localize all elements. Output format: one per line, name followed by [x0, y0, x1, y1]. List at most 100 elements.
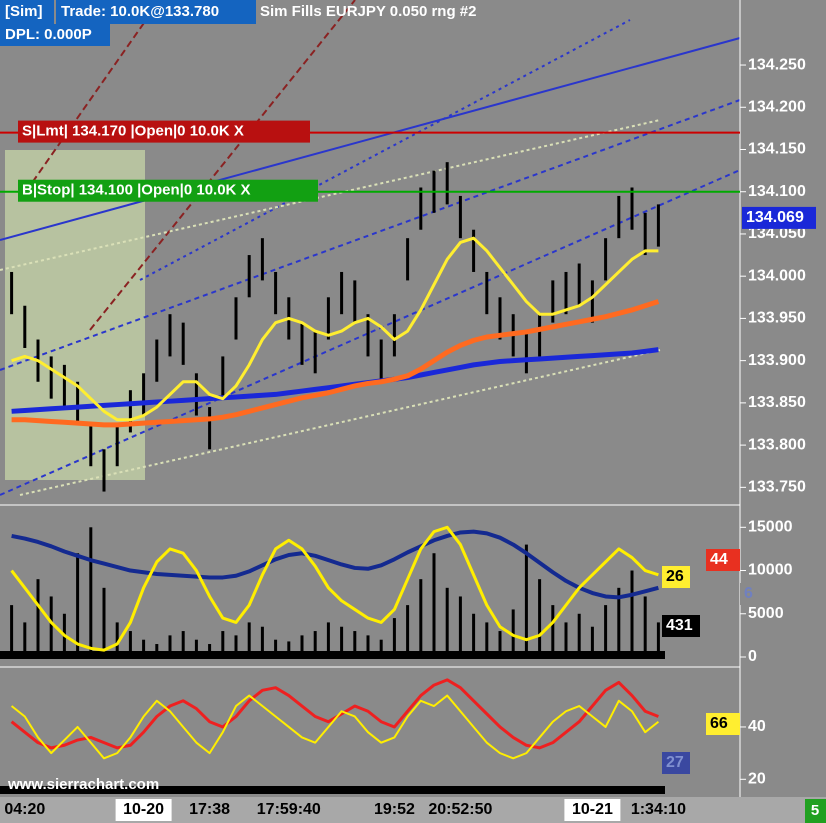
y-tick-label: 5000	[748, 605, 784, 622]
volume-bar	[656, 622, 660, 657]
volume-bar	[379, 639, 383, 657]
volume-bar	[485, 622, 489, 657]
value-tag-label: 26	[666, 568, 684, 585]
volume-bar	[643, 596, 647, 657]
dpl-label: DPL: 0.000P	[5, 26, 92, 43]
channel-line	[0, 37, 741, 241]
volume-bar	[551, 605, 555, 657]
range-bar	[630, 187, 634, 230]
range-bar	[115, 423, 119, 467]
indicator-line	[11, 299, 660, 428]
volume-bar	[432, 553, 436, 657]
range-bar	[406, 238, 410, 281]
range-bar	[89, 423, 93, 467]
range-bar	[551, 280, 555, 323]
range-bar	[194, 373, 198, 416]
y-tick-label: 134.150	[748, 141, 806, 158]
range-bar	[524, 331, 528, 374]
x-tick-label: 19:52	[374, 801, 415, 818]
range-bar	[577, 263, 581, 306]
value-tag	[706, 713, 740, 735]
y-tick-label: 134.100	[748, 183, 806, 200]
y-tick-label: 133.800	[748, 436, 806, 453]
band-line	[0, 119, 661, 271]
volume-bar	[89, 527, 93, 657]
indicator-line	[10, 694, 660, 760]
volume-bar	[340, 626, 344, 657]
indicator-line	[11, 236, 659, 422]
range-bar	[181, 322, 185, 365]
value-tag	[706, 549, 740, 571]
trade-box	[56, 0, 256, 24]
volume-bar	[392, 618, 396, 657]
volume-bar	[234, 635, 238, 657]
last-price-label: 134.069	[746, 209, 804, 226]
volume-bar	[326, 622, 330, 657]
volume-bar	[353, 631, 357, 657]
date-box	[564, 799, 621, 821]
range-bar	[247, 255, 251, 298]
trend-line	[89, 0, 356, 331]
range-bar	[604, 238, 608, 281]
range-bar	[353, 280, 357, 323]
value-tag-label: 27	[666, 754, 684, 771]
range-bar	[366, 314, 370, 357]
range-bar	[208, 407, 212, 450]
volume-bar	[36, 579, 40, 657]
range-bar	[340, 271, 344, 315]
status-strip	[0, 786, 665, 794]
volume-bar	[128, 631, 132, 657]
trend-line	[19, 0, 161, 201]
volume-bar	[590, 626, 594, 657]
y-tick-label: 0	[748, 648, 757, 665]
range-bar	[62, 364, 66, 408]
order-label: B|Stop| 134.100 |Open|0 10.0K X	[22, 182, 251, 199]
value-tag-label: 431	[666, 617, 693, 634]
range-bar	[617, 195, 621, 239]
range-bar	[49, 356, 53, 399]
volume-bar	[23, 622, 27, 657]
range-bar	[142, 373, 146, 416]
volume-bar	[208, 644, 212, 657]
range-bar	[23, 305, 27, 348]
indicator-line	[11, 347, 659, 414]
value-tag	[662, 566, 690, 588]
range-bar	[538, 314, 542, 357]
order-label: S|Lmt| 134.170 |Open|0 10.0K X	[22, 123, 244, 140]
range-bar	[155, 339, 159, 382]
corner-box	[805, 799, 826, 823]
volume-bar	[577, 613, 581, 657]
x-tick-label: 10-21	[572, 801, 613, 818]
sim-box	[0, 0, 54, 24]
volume-bar	[564, 622, 568, 657]
volume-bar	[155, 644, 159, 657]
volume-bar	[511, 609, 515, 657]
y-tick-label: 20	[748, 771, 766, 788]
volume-bar	[76, 553, 80, 657]
y-tick-label: 134.200	[748, 98, 806, 115]
volume-bar	[419, 579, 423, 657]
x-tick-label: 17:38	[189, 801, 230, 818]
range-bar	[564, 271, 568, 315]
volume-bar	[221, 631, 225, 657]
volume-bar	[115, 622, 119, 657]
volume-bar	[524, 544, 528, 657]
value-tag	[662, 752, 690, 774]
range-bar	[498, 297, 502, 340]
volume-bar	[168, 635, 172, 657]
range-bar	[274, 271, 278, 315]
volume-bar	[406, 605, 410, 657]
range-bar	[472, 229, 476, 272]
value-tag-label: 6	[744, 585, 753, 602]
y-tick-label: 40	[748, 718, 766, 735]
trade-label: Trade: 10.0K@133.780	[61, 3, 219, 20]
volume-bar	[194, 639, 198, 657]
volume-bar	[604, 605, 608, 657]
range-bar	[656, 204, 660, 247]
x-tick-label: 17:59:40	[257, 801, 321, 818]
dpl-box	[0, 24, 110, 46]
y-tick-label: 15000	[748, 519, 793, 536]
volume-bar	[458, 596, 462, 657]
range-bar	[313, 331, 317, 374]
value-tag	[740, 583, 758, 605]
